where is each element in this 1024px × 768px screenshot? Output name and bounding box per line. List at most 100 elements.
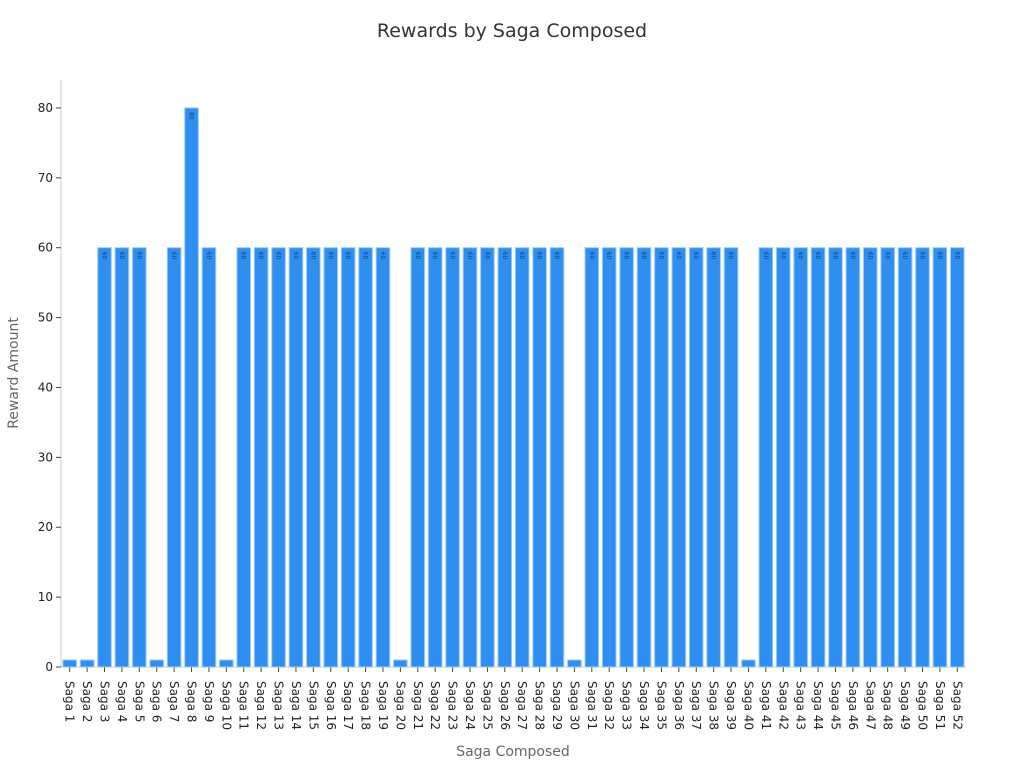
x-tick-label: Saga 51: [933, 681, 947, 730]
x-tick-label: Saga 43: [794, 681, 808, 730]
x-tick-label: Saga 11: [237, 681, 251, 730]
x-tick-label: Saga 35: [654, 681, 668, 730]
bar: [445, 247, 460, 668]
bar-data-label: 60: [710, 252, 717, 260]
y-axis-title: Reward Amount: [6, 317, 22, 429]
x-tick-label: Saga 33: [620, 681, 634, 730]
bar: [862, 247, 878, 668]
y-tick-label: 60: [38, 241, 53, 255]
bar: [706, 247, 721, 668]
x-tick-label: Saga 8: [185, 681, 199, 722]
x-tick-label: Saga 18: [359, 681, 373, 730]
bar: [288, 247, 304, 668]
bar: [166, 247, 182, 668]
bar: [480, 247, 495, 668]
y-axis: 0 10 20 30 40 50 60 70 80: [38, 80, 62, 674]
x-tick-label: Saga 24: [463, 681, 477, 730]
bar: [358, 247, 373, 668]
bar-data-label: 60: [588, 252, 595, 260]
bar: [62, 659, 77, 668]
bar: [201, 247, 217, 668]
bar: [549, 247, 565, 668]
bar: [688, 247, 704, 668]
bar-data-label: 60: [344, 252, 351, 260]
y-tick-label: 80: [38, 101, 53, 115]
x-tick-label: Saga 6: [150, 681, 164, 722]
x-tick-label: Saga 27: [515, 681, 529, 730]
bar-data-label: 60: [327, 252, 334, 260]
bar-data-label: 60: [379, 252, 386, 260]
x-tick-label: Saga 4: [115, 681, 129, 722]
x-tick-label: Saga 26: [498, 681, 512, 730]
x-tick-label: Saga 30: [567, 681, 581, 730]
bar-data-label: 60: [414, 252, 421, 260]
x-tick-label: Saga 14: [289, 681, 303, 730]
x-tick-label: Saga 12: [254, 681, 268, 730]
bar: [323, 247, 339, 668]
x-tick-label: Saga 9: [202, 681, 216, 722]
bar-data-label: 60: [449, 252, 456, 260]
x-tick-label: Saga 13: [272, 681, 286, 730]
bar-data-label: 60: [657, 252, 664, 260]
x-tick-label: Saga 38: [707, 681, 721, 730]
bar: [393, 659, 408, 668]
x-tick-label: Saga 1: [63, 681, 77, 722]
bar: [532, 247, 547, 668]
x-tick-label: Saga 21: [411, 681, 425, 730]
x-tick-label: Saga 46: [846, 681, 860, 730]
bar: [497, 247, 513, 668]
bar-data-label: 60: [536, 252, 543, 260]
bar: [915, 247, 930, 668]
x-tick-label: Saga 44: [811, 681, 825, 730]
bar-data-label: 60: [170, 252, 177, 260]
x-tick-label: Saga 25: [480, 681, 494, 730]
bar-data-label: 60: [692, 252, 699, 260]
bar: [932, 247, 948, 668]
bar: [584, 247, 600, 668]
x-tick-label: Saga 7: [167, 681, 181, 722]
x-tick-label: Saga 20: [393, 681, 407, 730]
bar-data-label: 60: [762, 252, 769, 260]
bar-data-label: 60: [553, 252, 560, 260]
x-tick-label: Saga 48: [881, 681, 895, 730]
bar-data-label: 60: [884, 252, 891, 260]
bar: [236, 247, 252, 668]
bar: [897, 247, 913, 668]
x-tick-label: Saga 39: [724, 681, 738, 730]
x-tick-label: Saga 17: [341, 681, 355, 730]
bar: [114, 247, 130, 668]
bar-data-label: 60: [101, 252, 108, 260]
bar: [219, 659, 234, 668]
bar: [427, 247, 443, 668]
bar-data-label: 60: [866, 252, 873, 260]
bar-data-label: 60: [292, 252, 299, 260]
x-tick-label: Saga 52: [950, 681, 964, 730]
bar-data-label: 60: [640, 252, 647, 260]
bar-data-label: 60: [779, 252, 786, 260]
bar: [880, 247, 895, 668]
x-tick-label: Saga 50: [915, 681, 929, 730]
bar: [775, 247, 791, 668]
x-tick-label: Saga 32: [602, 681, 616, 730]
bar-data-label: 60: [727, 252, 734, 260]
bar-data-label: 60: [797, 252, 804, 260]
bar-data-label: 60: [118, 252, 125, 260]
bar: [462, 247, 478, 668]
x-tick-label: Saga 40: [741, 681, 755, 730]
bar-data-label: 60: [518, 252, 525, 260]
bar-data-label: 60: [936, 252, 943, 260]
y-tick-label: 50: [38, 311, 53, 325]
y-tick-label: 0: [45, 660, 53, 674]
bar-data-label: 60: [605, 252, 612, 260]
y-tick-label: 20: [38, 520, 53, 534]
bar-data-labels: 60 60 60 60 80 60 60 60 60 60 60 60 60 60 60 60 60 60 60 60…: [101, 112, 961, 260]
bar: [828, 247, 843, 668]
bar: [149, 659, 165, 668]
x-tick-label: Saga 3: [98, 681, 112, 722]
x-tick-label: Saga 15: [306, 681, 320, 730]
bar-data-label: 60: [501, 252, 508, 260]
bar-data-label: 60: [849, 252, 856, 260]
bar: [758, 247, 774, 668]
bar-data-label: 80: [188, 112, 195, 120]
